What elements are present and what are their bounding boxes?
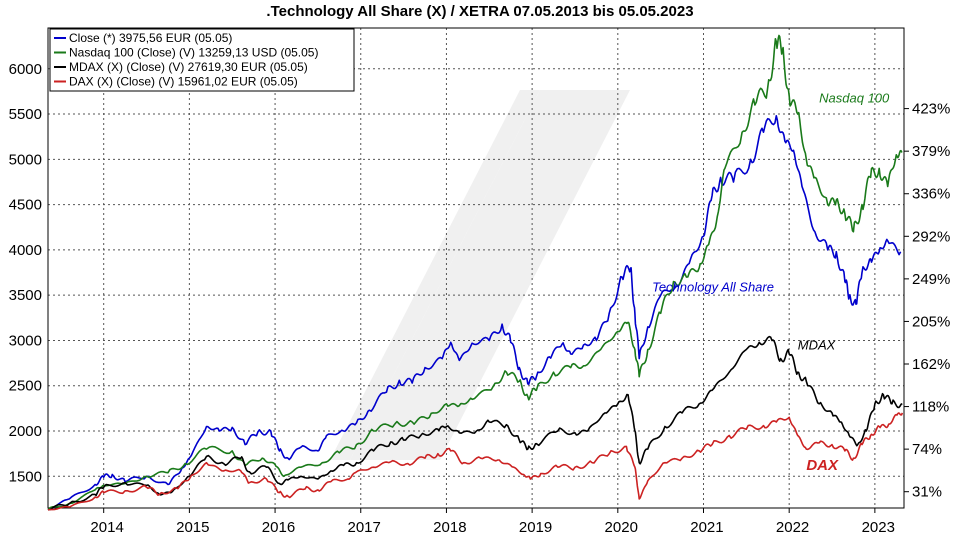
x-tick-label: 2016 [262,519,295,536]
x-tick-label: 2019 [519,519,552,536]
legend-box [49,28,355,92]
series-annotations: Nasdaq 100 Technology All Share MDAX DAX [652,90,890,474]
x-tick-label: 2017 [347,519,380,536]
right-tick-label: 31% [912,484,942,501]
right-tick-label: 292% [912,228,950,245]
y-tick-label: 2500 [9,378,42,395]
y-tick-label: 3000 [9,332,42,349]
series-line-mdax [47,335,903,511]
right-tick-label: 74% [912,441,942,458]
legend-entry: MDAX (X) (Close) (V) 27619,30 EUR (05.05… [69,60,308,74]
right-tick-label: 336% [912,186,950,203]
legend-entry: Nasdaq 100 (Close) (V) 13259,13 USD (05.… [69,46,318,60]
grid-lines [48,28,904,508]
right-tick-label: 162% [912,356,950,373]
series-line-technology-all-share [47,115,902,511]
plot-frame [47,27,905,509]
y-tick-label: 5000 [9,151,42,168]
watermark-logo [330,90,630,460]
y-tick-label: 5500 [9,106,42,123]
right-tick-label: 249% [912,271,950,288]
legend: Close (*) 3975,56 EUR (05.05)Nasdaq 100 … [49,28,355,92]
x-tick-label: 2015 [176,519,209,536]
x-tick-label: 2018 [433,519,466,536]
y-tick-label: 1500 [9,468,42,485]
x-tick-label: 2021 [690,519,723,536]
x-tick-label: 2023 [862,519,895,536]
series-lines [47,34,904,511]
y-tick-label: 2000 [9,423,42,440]
right-tick-label: 118% [912,399,949,416]
y-tick-label: 4500 [9,197,42,214]
x-tick-label: 2022 [776,519,809,536]
series-annotation: Nasdaq 100 [819,90,890,105]
x-axis: 2014 2015 2016 2017 2018 2019 2020 2021 2022 2023 [90,508,895,536]
x-tick-label: 2014 [90,519,123,536]
legend-entry: Close (*) 3975,56 EUR (05.05) [69,31,232,45]
x-tick-label: 2020 [605,519,638,536]
series-line-dax [47,412,904,511]
right-tick-label: 205% [912,313,950,330]
y-tick-label: 3500 [9,287,42,304]
legend-entry: DAX (X) (Close) (V) 15961,02 EUR (05.05) [69,75,298,89]
right-tick-label: 423% [912,101,950,118]
series-annotation: Technology All Share [652,280,774,295]
series-line-nasdaq-100 [47,34,903,511]
series-annotation: DAX [806,457,839,474]
right-tick-label: 379% [912,143,950,160]
y-tick-label: 4000 [9,242,42,259]
chart-title: .Technology All Share (X) / XETRA 07.05.… [266,3,693,20]
left-axis: 1500 2000 2500 3000 3500 4000 4500 5000 5500 6000 [9,61,42,486]
series-annotation: MDAX [798,338,837,353]
y-tick-label: 6000 [9,61,42,78]
right-axis: 31% 74% 118% 162% 205% 249% 292% 336% 379% 423% [904,101,950,501]
